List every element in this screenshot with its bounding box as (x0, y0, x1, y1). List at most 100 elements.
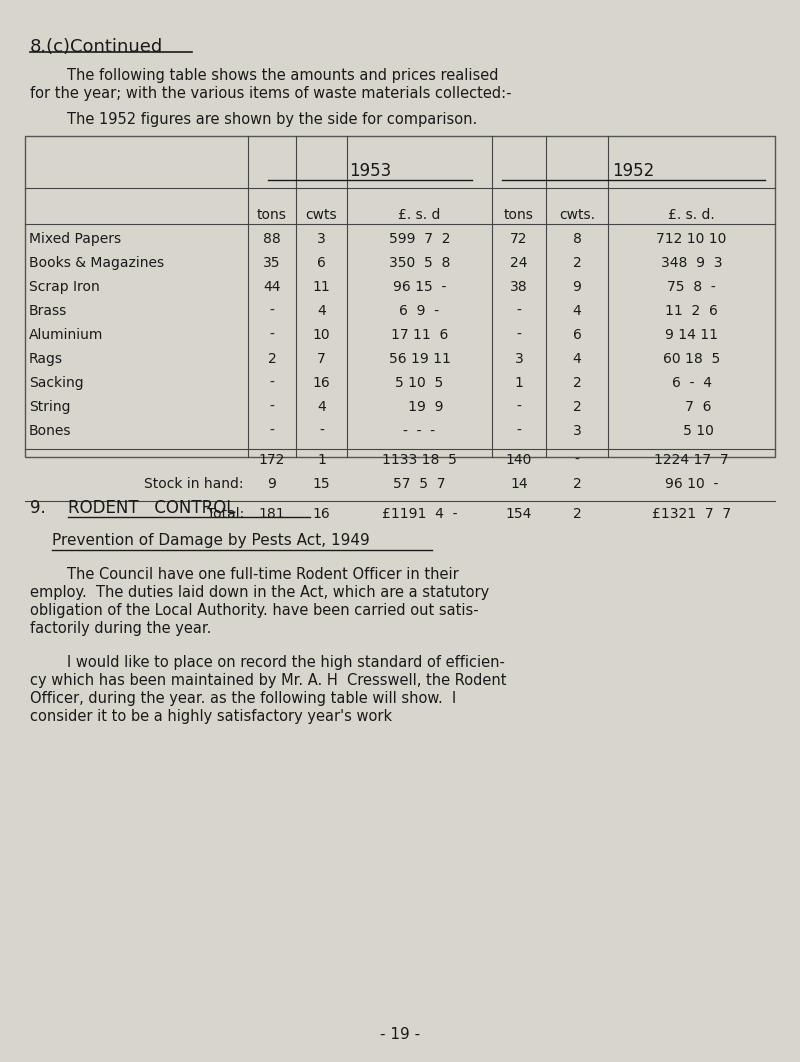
Text: 6  -  4: 6 - 4 (671, 376, 711, 390)
Text: obligation of the Local Authority. have been carried out satis-: obligation of the Local Authority. have … (30, 603, 478, 618)
Text: 24: 24 (510, 256, 528, 270)
Text: Total:: Total: (206, 507, 244, 521)
Text: employ.  The duties laid down in the Act, which are a statutory: employ. The duties laid down in the Act,… (30, 585, 490, 600)
Text: 4: 4 (573, 304, 582, 318)
Text: Books & Magazines: Books & Magazines (29, 256, 164, 270)
Text: 35: 35 (263, 256, 281, 270)
Text: 9: 9 (267, 477, 277, 491)
Text: 599  7  2: 599 7 2 (389, 232, 450, 246)
Text: -  -  -: - - - (403, 424, 435, 438)
Text: tons: tons (257, 208, 287, 222)
Text: Sacking: Sacking (29, 376, 84, 390)
Text: cy which has been maintained by Mr. A. H  Cresswell, the Rodent: cy which has been maintained by Mr. A. H… (30, 673, 506, 688)
Text: Stock in hand:: Stock in hand: (145, 477, 244, 491)
Text: 10: 10 (313, 328, 330, 342)
Text: 15: 15 (313, 477, 330, 491)
Text: 4: 4 (573, 352, 582, 366)
Text: 4: 4 (317, 400, 326, 414)
Text: 172: 172 (259, 453, 285, 467)
Text: 16: 16 (313, 507, 330, 521)
Text: cwts: cwts (306, 208, 338, 222)
Text: - 19 -: - 19 - (380, 1027, 420, 1042)
Text: 4: 4 (317, 304, 326, 318)
Text: 8.(c)Continued: 8.(c)Continued (30, 38, 163, 56)
Text: 1952: 1952 (612, 162, 654, 179)
Text: 3: 3 (573, 424, 582, 438)
Text: 348  9  3: 348 9 3 (661, 256, 722, 270)
Text: -: - (517, 424, 522, 438)
Text: 6: 6 (573, 328, 582, 342)
Text: 11  2  6: 11 2 6 (665, 304, 718, 318)
Text: 5 10  5: 5 10 5 (395, 376, 444, 390)
Text: 6  9  -: 6 9 - (399, 304, 439, 318)
Text: 16: 16 (313, 376, 330, 390)
Text: Bones: Bones (29, 424, 71, 438)
Text: RODENT   CONTROL: RODENT CONTROL (68, 499, 235, 517)
Text: The 1952 figures are shown by the side for comparison.: The 1952 figures are shown by the side f… (30, 112, 478, 127)
Text: 44: 44 (263, 280, 281, 294)
Text: 17 11  6: 17 11 6 (391, 328, 448, 342)
Text: Prevention of Damage by Pests Act, 1949: Prevention of Damage by Pests Act, 1949 (52, 533, 370, 548)
Text: 3: 3 (317, 232, 326, 246)
Text: -: - (319, 424, 324, 438)
Text: -: - (517, 328, 522, 342)
Text: -: - (270, 424, 274, 438)
Text: 9.: 9. (30, 499, 46, 517)
Text: String: String (29, 400, 70, 414)
Text: 7  6: 7 6 (672, 400, 711, 414)
Text: -: - (270, 328, 274, 342)
Text: 2: 2 (573, 400, 582, 414)
Text: I would like to place on record the high standard of efficien-: I would like to place on record the high… (30, 655, 505, 670)
Text: 96 10  -: 96 10 - (665, 477, 718, 491)
Text: 11: 11 (313, 280, 330, 294)
Text: The following table shows the amounts and prices realised: The following table shows the amounts an… (30, 68, 498, 83)
Text: 19  9: 19 9 (395, 400, 444, 414)
Text: Rags: Rags (29, 352, 63, 366)
Text: Officer, during the year. as the following table will show.  I: Officer, during the year. as the followi… (30, 691, 456, 706)
Text: 2: 2 (268, 352, 276, 366)
Text: cwts.: cwts. (559, 208, 595, 222)
Text: -: - (270, 304, 274, 318)
Text: 7: 7 (317, 352, 326, 366)
Text: factorily during the year.: factorily during the year. (30, 621, 211, 636)
Text: 38: 38 (510, 280, 528, 294)
Text: -: - (270, 400, 274, 414)
Text: 88: 88 (263, 232, 281, 246)
Text: 1953: 1953 (349, 162, 391, 179)
Text: tons: tons (504, 208, 534, 222)
Text: 3: 3 (514, 352, 523, 366)
Text: 350  5  8: 350 5 8 (389, 256, 450, 270)
Text: 1: 1 (317, 453, 326, 467)
Text: Aluminium: Aluminium (29, 328, 103, 342)
Text: 57  5  7: 57 5 7 (394, 477, 446, 491)
Text: 2: 2 (573, 376, 582, 390)
Text: 712 10 10: 712 10 10 (656, 232, 726, 246)
Bar (25, 136, 775, 457)
Text: consider it to be a highly satisfactory year's work: consider it to be a highly satisfactory … (30, 709, 392, 724)
Text: 9: 9 (573, 280, 582, 294)
Text: 60 18  5: 60 18 5 (663, 352, 720, 366)
Text: 8: 8 (573, 232, 582, 246)
Text: 1133 18  5: 1133 18 5 (382, 453, 457, 467)
Text: for the year; with the various items of waste materials collected:-: for the year; with the various items of … (30, 86, 511, 101)
Text: 14: 14 (510, 477, 528, 491)
Text: Mixed Papers: Mixed Papers (29, 232, 121, 246)
Text: 75  8  -: 75 8 - (667, 280, 716, 294)
Text: 1: 1 (514, 376, 523, 390)
Text: 56 19 11: 56 19 11 (389, 352, 450, 366)
Text: -: - (517, 400, 522, 414)
Text: 2: 2 (573, 256, 582, 270)
Text: 6: 6 (317, 256, 326, 270)
Text: Scrap Iron: Scrap Iron (29, 280, 100, 294)
Text: £. s. d: £. s. d (398, 208, 441, 222)
Text: -: - (574, 453, 579, 467)
Text: £1321  7  7: £1321 7 7 (652, 507, 731, 521)
Text: £. s. d.: £. s. d. (668, 208, 715, 222)
Text: 9 14 11: 9 14 11 (665, 328, 718, 342)
Text: Brass: Brass (29, 304, 67, 318)
Text: 96 15  -: 96 15 - (393, 280, 446, 294)
Text: 140: 140 (506, 453, 532, 467)
Text: 1224 17  7: 1224 17 7 (654, 453, 729, 467)
Text: 2: 2 (573, 477, 582, 491)
Text: 154: 154 (506, 507, 532, 521)
